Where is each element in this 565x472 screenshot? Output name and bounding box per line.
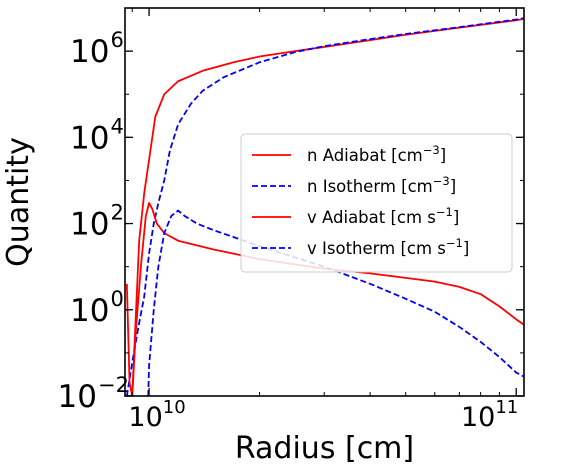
y-tick-label: 106 (70, 28, 124, 70)
plot-curves (125, 17, 524, 396)
legend-label-1: n Adiabat [cm−3] (307, 143, 446, 165)
legend: n Adiabat [cm−3] n Isotherm [cm−3] v Adiab… (240, 133, 513, 273)
series-line-4 (147, 209, 524, 396)
y-tick-label: 102 (70, 201, 124, 243)
y-tick-label: 100 (70, 287, 124, 329)
y-tick-label: 104 (70, 114, 124, 156)
y-axis-title: Quantity (1, 137, 36, 267)
series-line-2 (125, 17, 524, 396)
x-axis-title: Radius [cm] (235, 431, 414, 466)
x-tick-label: 1010 (128, 397, 185, 433)
series-line-3 (125, 202, 524, 396)
legend-label-3: v Adiabat [cm s−1] (307, 205, 459, 227)
x-tick-label: 1011 (461, 397, 518, 433)
legend-frame (240, 133, 513, 273)
legend-label-4: v Isotherm [cm s−1] (307, 236, 469, 258)
legend-label-2: n Isotherm [cm−3] (307, 174, 456, 196)
y-tick-label: 10−2 (58, 373, 129, 415)
